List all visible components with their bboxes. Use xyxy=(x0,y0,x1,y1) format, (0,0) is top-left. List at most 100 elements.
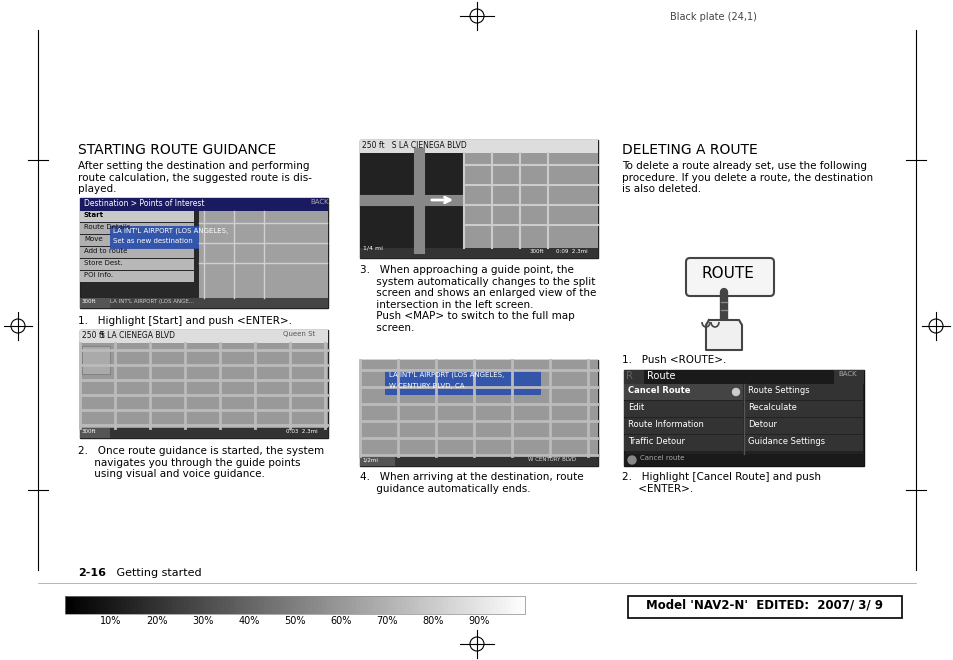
Bar xyxy=(195,596,199,614)
Bar xyxy=(65,596,524,614)
Bar xyxy=(80,198,328,211)
Bar xyxy=(623,384,742,400)
Text: BACK: BACK xyxy=(310,199,328,205)
Text: After setting the destination and performing
route calculation, the suggested ro: After setting the destination and perfor… xyxy=(78,161,312,194)
Bar xyxy=(436,596,440,614)
Text: Start: Start xyxy=(84,212,104,218)
Bar xyxy=(130,596,134,614)
Bar xyxy=(133,596,138,614)
Circle shape xyxy=(732,389,739,395)
Bar xyxy=(406,596,410,614)
Text: 3.   When approaching a guide point, the
     system automatically changes to th: 3. When approaching a guide point, the s… xyxy=(359,265,596,333)
Bar xyxy=(375,596,379,614)
Bar xyxy=(226,596,230,614)
Bar xyxy=(291,596,295,614)
Bar xyxy=(475,596,479,614)
Bar xyxy=(359,456,598,466)
Text: Add to route: Add to route xyxy=(84,248,128,254)
Bar xyxy=(218,596,222,614)
Bar xyxy=(298,596,303,614)
Bar xyxy=(146,596,150,614)
Bar xyxy=(340,596,345,614)
Bar xyxy=(623,454,863,466)
Text: Recalculate: Recalculate xyxy=(747,403,796,412)
Text: 60%: 60% xyxy=(330,616,352,626)
Bar xyxy=(256,596,261,614)
Bar xyxy=(165,596,169,614)
Text: 250 ft: 250 ft xyxy=(82,331,105,340)
Bar xyxy=(260,596,265,614)
Bar xyxy=(122,596,127,614)
Bar xyxy=(321,596,326,614)
Text: 50%: 50% xyxy=(284,616,305,626)
Bar xyxy=(203,596,207,614)
Bar xyxy=(333,596,337,614)
Bar xyxy=(623,418,742,434)
Bar xyxy=(744,384,862,400)
Text: 4.   When arriving at the destination, route
     guidance automatically ends.: 4. When arriving at the destination, rou… xyxy=(359,472,583,494)
Bar xyxy=(517,596,521,614)
Text: Store Dest.: Store Dest. xyxy=(84,260,123,266)
Text: Model 'NAV2-N'  EDITED:  2007/ 3/ 9: Model 'NAV2-N' EDITED: 2007/ 3/ 9 xyxy=(646,599,882,612)
Bar xyxy=(88,596,92,614)
Bar xyxy=(141,596,146,614)
Bar xyxy=(359,360,598,466)
Text: 10%: 10% xyxy=(100,616,122,626)
Bar xyxy=(82,346,110,374)
Bar xyxy=(180,596,184,614)
Bar xyxy=(421,596,425,614)
Bar xyxy=(76,596,81,614)
Bar xyxy=(80,235,193,246)
Text: Queen St: Queen St xyxy=(283,331,314,337)
Text: Detour: Detour xyxy=(747,420,776,429)
Text: 250 ft   S LA CIENEGA BLVD: 250 ft S LA CIENEGA BLVD xyxy=(361,141,466,150)
Bar xyxy=(623,401,742,417)
Bar xyxy=(391,596,395,614)
Bar xyxy=(467,596,472,614)
Text: 40%: 40% xyxy=(238,616,259,626)
Bar xyxy=(463,596,468,614)
Bar xyxy=(486,596,491,614)
Bar xyxy=(69,596,73,614)
Text: Edit: Edit xyxy=(627,403,643,412)
Bar xyxy=(387,596,391,614)
Bar xyxy=(359,360,598,466)
Text: 0:03  2.3mi: 0:03 2.3mi xyxy=(286,429,317,434)
Bar xyxy=(80,330,328,343)
Bar xyxy=(490,596,495,614)
Text: Cancel route: Cancel route xyxy=(639,455,683,461)
Bar xyxy=(329,596,334,614)
Bar xyxy=(161,596,165,614)
FancyBboxPatch shape xyxy=(685,258,773,296)
Bar xyxy=(527,248,598,258)
Bar xyxy=(80,428,328,438)
Bar xyxy=(623,370,863,466)
Bar xyxy=(505,596,510,614)
Text: BACK: BACK xyxy=(837,371,856,377)
Bar xyxy=(283,596,288,614)
Bar xyxy=(80,271,193,282)
Bar xyxy=(302,596,307,614)
Text: S LA CIENEGA BLVD: S LA CIENEGA BLVD xyxy=(100,331,174,340)
Bar xyxy=(348,596,353,614)
Bar xyxy=(241,596,246,614)
Text: 0:09  2.3mi: 0:09 2.3mi xyxy=(556,249,587,254)
Bar xyxy=(744,401,862,417)
Text: 1/2mi: 1/2mi xyxy=(361,457,377,462)
Bar xyxy=(317,596,322,614)
Bar xyxy=(344,596,349,614)
Bar xyxy=(463,153,598,248)
Bar xyxy=(99,596,104,614)
Circle shape xyxy=(627,456,636,464)
Bar xyxy=(230,596,233,614)
Bar xyxy=(222,596,226,614)
Bar xyxy=(188,596,192,614)
Bar xyxy=(372,596,375,614)
Bar xyxy=(444,596,448,614)
Text: Guidance Settings: Guidance Settings xyxy=(747,437,824,446)
Bar xyxy=(111,596,115,614)
Bar xyxy=(249,596,253,614)
Bar xyxy=(395,596,398,614)
Bar xyxy=(398,596,402,614)
Text: 1/4 mi: 1/4 mi xyxy=(363,246,382,251)
